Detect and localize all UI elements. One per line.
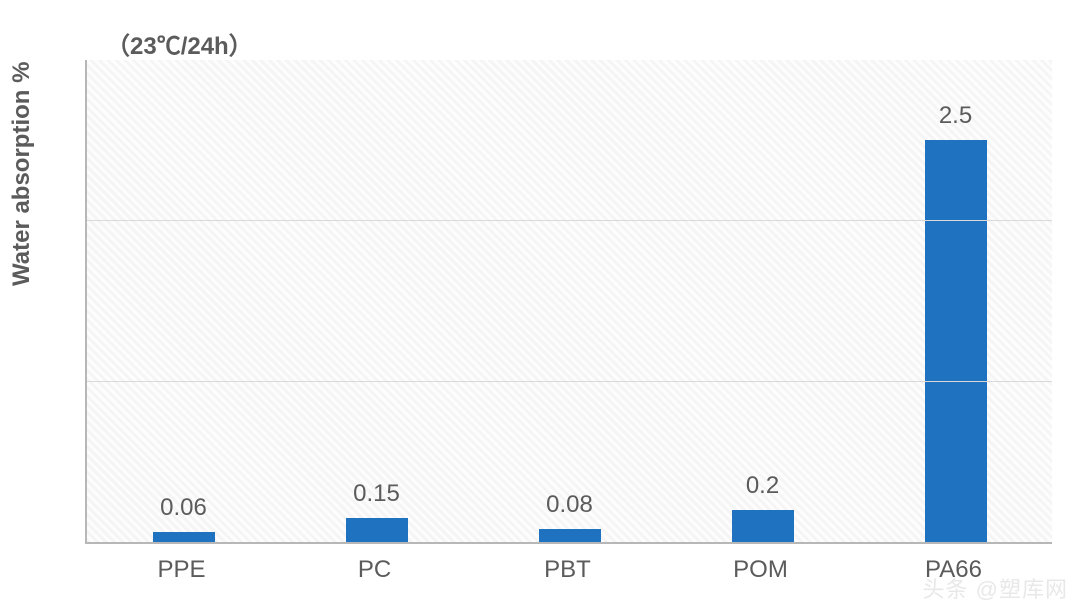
chart-title: （23℃/24h） [106,26,253,61]
bar-value-label: 0.08 [546,491,593,519]
bar-value-label: 0.06 [160,494,207,522]
bar-slot: 2.5 [859,102,1052,542]
bar [925,140,987,542]
bar [153,532,215,542]
bar [539,529,601,542]
bar-value-label: 0.2 [746,472,779,500]
plot-area: 0.06 0.15 0.08 0.2 2.5 [85,60,1052,544]
grid-line [87,381,1052,382]
watermark-text: 头条 @塑库网 [923,572,1068,604]
x-axis-label: POM [664,556,857,584]
bar [732,510,794,542]
x-axis-label: PBT [471,556,664,584]
bar [346,518,408,542]
bar-slot: 0.15 [280,480,473,542]
grid-line [87,220,1052,221]
bars-container: 0.06 0.15 0.08 0.2 2.5 [87,60,1052,542]
y-axis-label: Water absorption % [8,62,36,286]
x-axis-label: PC [278,556,471,584]
bar-slot: 0.08 [473,491,666,542]
x-axis-labels: PPEPCPBTPOMPA66 [85,542,1050,584]
bar-slot: 0.2 [666,472,859,542]
bar-value-label: 2.5 [939,102,972,130]
bar-value-label: 0.15 [353,480,400,508]
water-absorption-chart: Water absorption % （23℃/24h） 0.060.150.0… [0,0,1080,608]
x-axis-label: PPE [85,556,278,584]
bar-slot: 0.06 [87,494,280,542]
